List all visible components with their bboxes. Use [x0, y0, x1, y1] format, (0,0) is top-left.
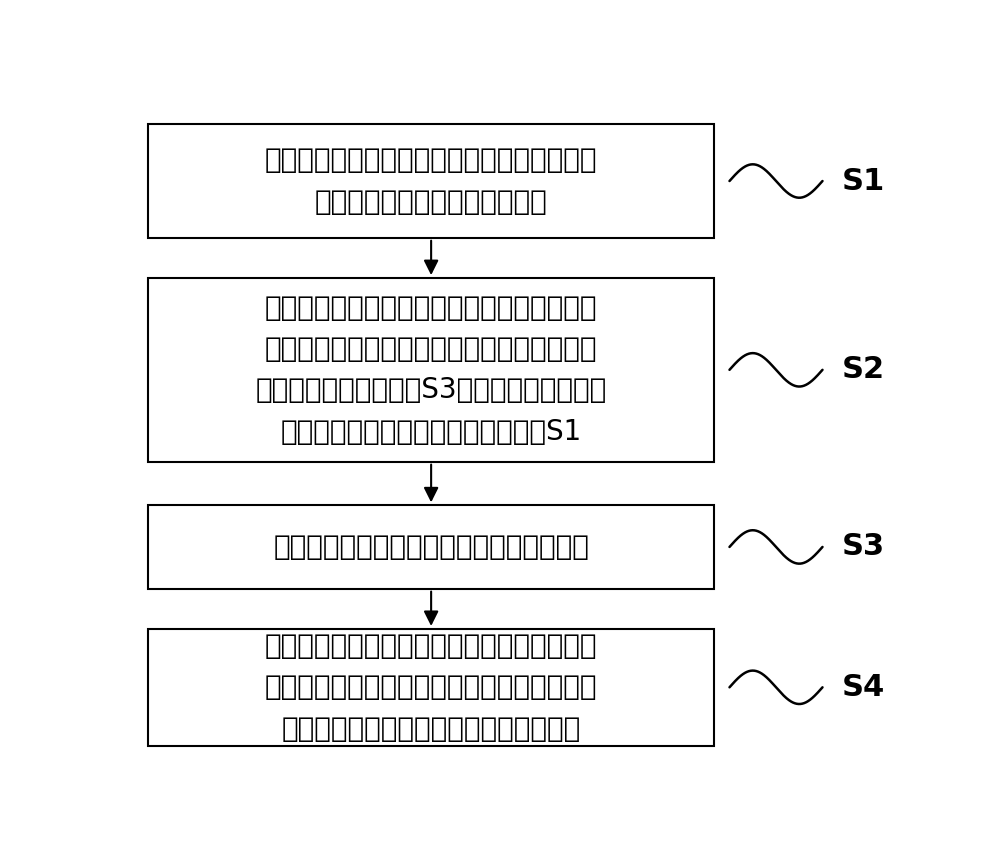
Text: 计算当前电子皮带秤的皮带的标准最高速度: 计算当前电子皮带秤的皮带的标准最高速度 [273, 533, 589, 561]
Bar [148, 124, 714, 238]
Text: S2: S2 [842, 355, 885, 385]
Text: S1: S1 [842, 167, 885, 195]
Bar [148, 505, 714, 589]
Bar [148, 278, 714, 462]
Text: 对皮带的标准最高速度进行修正，修正时，以
电子皮带秤设定的设定流量下的理论累积重量
为标准值，实现对电子皮带秤的流量控制: 对皮带的标准最高速度进行修正，修正时，以 电子皮带秤设定的设定流量下的理论累积重… [265, 632, 597, 742]
Bar [148, 628, 714, 746]
Text: S3: S3 [842, 532, 885, 562]
Text: S4: S4 [842, 673, 885, 702]
Text: 将当前周期内的累积重量与理论累积重量进行
比较得到检测精度，若所述检测精度超出检测
标准精度，则执行步骤S3，若所述检测精度不
超出检测标准精度，则返回执行步骤: 将当前周期内的累积重量与理论累积重量进行 比较得到检测精度，若所述检测精度超出检… [256, 294, 607, 445]
Text: 监控电子皮带秤的瞬时流量，根据所述瞬时流
量，计算预设周期内的累积重量: 监控电子皮带秤的瞬时流量，根据所述瞬时流 量，计算预设周期内的累积重量 [265, 147, 597, 215]
